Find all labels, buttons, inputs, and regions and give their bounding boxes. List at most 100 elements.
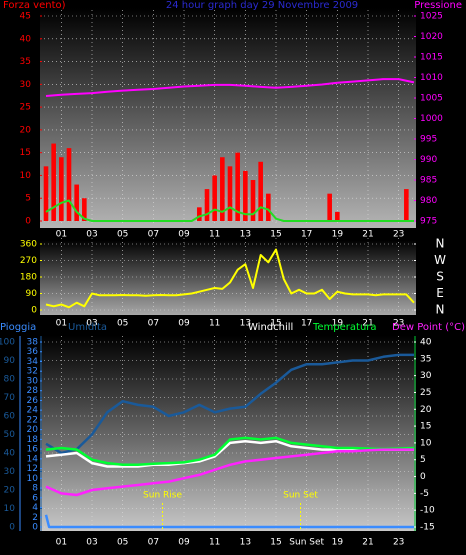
y2-tick-label: 1020 (420, 32, 443, 42)
y-tick-label: 30 (20, 80, 32, 90)
x-tick-label: 03 (86, 230, 97, 240)
y2-tick-label: 1005 (420, 94, 443, 104)
y3-tick-label: 32 (27, 367, 38, 377)
panel-temperature (40, 336, 416, 531)
x-tick-label: 01 (56, 538, 67, 548)
x-tick-label: 15 (270, 230, 281, 240)
y2-tick-label: S (436, 270, 444, 284)
y-tick-label: 0 (25, 217, 31, 227)
series-line (45, 448, 414, 497)
y-tick-label: 10 (4, 504, 16, 514)
x-tick-label: 11 (209, 538, 220, 548)
y2-tick-label: 40 (420, 338, 432, 348)
x-tick-label: 03 (86, 538, 97, 548)
y3-tick-label: 8 (32, 484, 38, 494)
y3-tick-label: 22 (27, 415, 38, 425)
x-tick-label: 13 (240, 319, 251, 329)
y3-tick-label: 16 (27, 445, 39, 455)
y-tick-label: 90 (4, 356, 16, 366)
bar (212, 175, 217, 221)
chart-title: 24 hour graph day 29 Novembre 2009 (166, 0, 358, 11)
y-tick-label: 15 (20, 148, 31, 158)
y2-tick-label: 995 (420, 135, 437, 145)
bar (250, 180, 256, 221)
y3-tick-label: 12 (27, 464, 38, 474)
x-tick-label: 21 (362, 319, 373, 329)
series-line (44, 514, 414, 529)
y-tick-label: 80 (4, 375, 16, 385)
bar (266, 193, 271, 221)
x-tick-label: 15 (270, 319, 281, 329)
y2-tick-label: E (436, 286, 444, 300)
legend-label: Pioggia (0, 322, 36, 333)
series-line (45, 353, 414, 455)
bar (227, 166, 233, 221)
y2-tick-label: 1010 (420, 73, 443, 83)
y3-tick-label: 6 (32, 493, 38, 503)
x-tick-label: 13 (240, 538, 251, 548)
y2-tick-label: 1000 (420, 114, 443, 124)
bar (327, 193, 332, 221)
y3-tick-label: 14 (27, 454, 39, 464)
x-tick-label: 07 (148, 538, 159, 548)
x-tick-label: 21 (362, 538, 373, 548)
series-line (45, 248, 415, 309)
y3-tick-label: 36 (27, 347, 39, 357)
x-tick-label: 09 (178, 538, 190, 548)
y-tick-label: 60 (4, 412, 16, 422)
x-tick-label: 17 (301, 230, 312, 240)
y3-tick-label: 30 (27, 376, 39, 386)
y3-tick-label: 0 (32, 523, 38, 533)
bar (197, 207, 202, 221)
y-tick-label: 40 (20, 34, 32, 44)
y3-tick-label: 10 (27, 474, 39, 484)
x-tick-label: 17 (301, 319, 312, 329)
y3-tick-label: 28 (27, 386, 39, 396)
y2-tick-label: 0 (420, 472, 426, 482)
y-tick-label: 180 (20, 273, 37, 283)
y-tick-label: 90 (26, 289, 38, 299)
y-tick-label: 40 (4, 449, 16, 459)
y-tick-label: 25 (20, 103, 31, 113)
y3-tick-label: 20 (27, 425, 39, 435)
y2-tick-label: 30 (420, 371, 432, 381)
x-tick-label: 19 (332, 538, 344, 548)
y-tick-label: 270 (20, 256, 37, 266)
bar (220, 157, 225, 221)
x-tick-label: 01 (56, 230, 67, 240)
y3-tick-label: 26 (27, 396, 39, 406)
y2-tick-label: 15 (420, 422, 431, 432)
legend-label: Pressione (414, 0, 462, 11)
legend-label: Dew Point (°C) (392, 322, 465, 333)
x-tick-label: 09 (178, 319, 190, 329)
bar (235, 152, 240, 221)
series-line (45, 199, 414, 222)
bar (335, 211, 340, 221)
y2-tick-label: 975 (420, 217, 437, 227)
bar (258, 161, 263, 221)
y-tick-label: 45 (20, 12, 31, 22)
y2-tick-label: N (436, 303, 445, 317)
y2-tick-label: -5 (420, 489, 429, 499)
bar (59, 157, 64, 221)
x-tick-label: 23 (393, 230, 404, 240)
y-tick-label: 0 (31, 306, 37, 316)
x-tick-label: 15 (270, 538, 281, 548)
y2-tick-label: 10 (420, 438, 432, 448)
panel-direction (40, 240, 416, 315)
legend-label: Forza vento) (3, 0, 66, 11)
y3-tick-label: 4 (32, 503, 38, 513)
y3-tick-label: 38 (27, 338, 39, 348)
bar (243, 170, 248, 221)
series-line (45, 439, 414, 468)
y-tick-label: 20 (4, 486, 16, 496)
bar (43, 166, 49, 221)
y3-tick-label: 18 (27, 435, 39, 445)
y3-tick-label: 34 (27, 357, 39, 367)
y-tick-label: 360 (20, 240, 37, 250)
y-tick-label: 100 (0, 338, 15, 348)
bar (51, 143, 56, 221)
x-tick-label: 05 (117, 538, 128, 548)
x-tick-label: 23 (393, 319, 404, 329)
